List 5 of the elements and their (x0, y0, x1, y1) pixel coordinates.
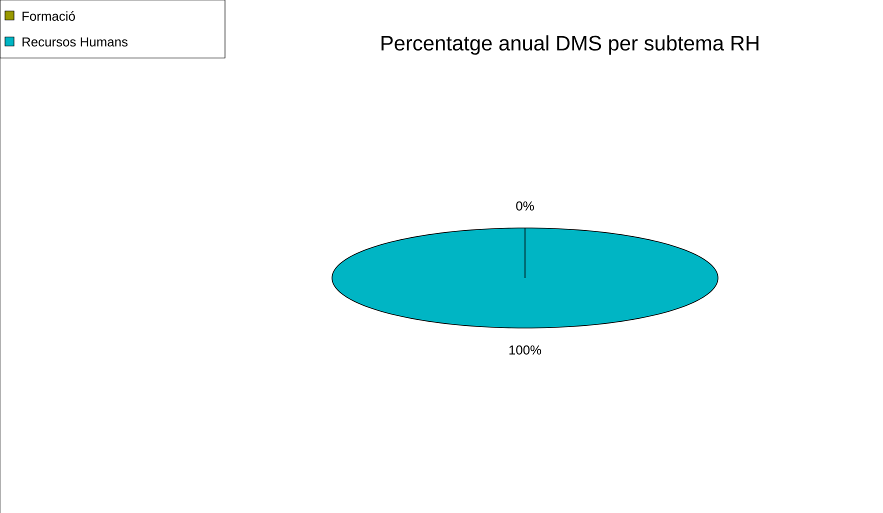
text: Percentatge anual DMS per subtema RH (382, 35, 758, 55)
data-label: 100% (509, 345, 542, 355)
text: 0% (516, 201, 534, 211)
legend-label: Recursos Humans (22, 37, 128, 47)
legend-label: Formació (22, 11, 75, 21)
